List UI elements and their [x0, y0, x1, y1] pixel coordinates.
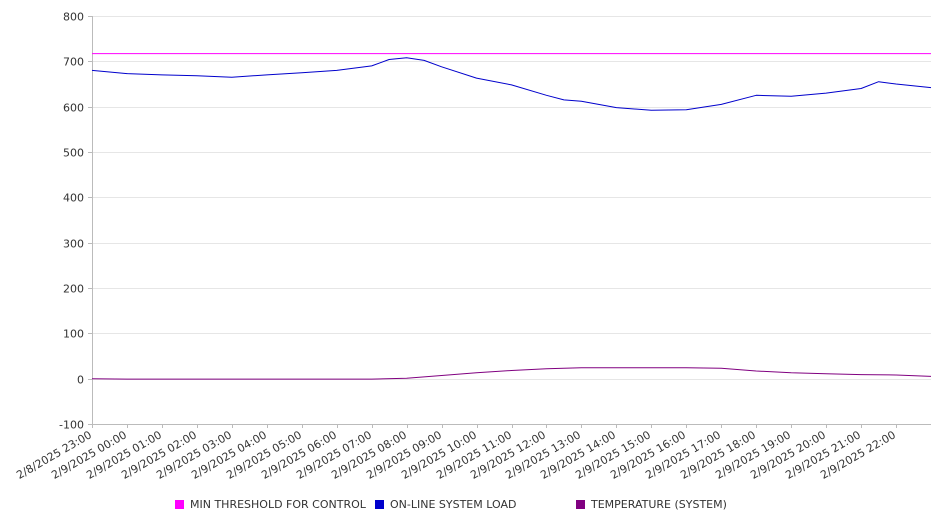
x-axis-tick-labels: 2/8/2025 23:002/9/2025 00:002/9/2025 01:…	[14, 428, 898, 482]
legend-label: TEMPERATURE (SYSTEM)	[591, 498, 727, 511]
legend-label: MIN THRESHOLD FOR CONTROL	[190, 498, 366, 511]
y-tick-label: 300	[63, 238, 84, 251]
series-line-temperature-system	[91, 367, 932, 380]
y-tick-label: 500	[63, 147, 84, 160]
legend-swatch	[175, 500, 184, 509]
y-tick-label: 200	[63, 283, 84, 296]
series-line-on-line-system-load	[91, 57, 932, 111]
y-axis-tick-labels: 800 700 600 500 400 300 200 100 0 -100	[59, 11, 84, 432]
series-lines	[91, 53, 932, 380]
y-tick-label: 400	[63, 192, 84, 205]
grid-lines	[92, 16, 931, 425]
y-tick-label: 600	[63, 102, 84, 115]
y-tick-label: -100	[59, 419, 84, 432]
y-tick-label: 100	[63, 328, 84, 341]
y-tick-label: 800	[63, 11, 84, 24]
y-tick-label: 700	[63, 56, 84, 69]
legend-swatch	[375, 500, 384, 509]
y-tick-label: 0	[77, 374, 84, 387]
legend-item-on-line-system-load[interactable]: ON-LINE SYSTEM LOAD	[375, 498, 516, 511]
axes	[88, 16, 931, 428]
legend-item-temperature-system[interactable]: TEMPERATURE (SYSTEM)	[576, 498, 727, 511]
legend: MIN THRESHOLD FOR CONTROL ON-LINE SYSTEM …	[0, 498, 946, 514]
legend-swatch	[576, 500, 585, 509]
legend-item-min-threshold-for-control[interactable]: MIN THRESHOLD FOR CONTROL	[175, 498, 366, 511]
legend-label: ON-LINE SYSTEM LOAD	[390, 498, 517, 511]
